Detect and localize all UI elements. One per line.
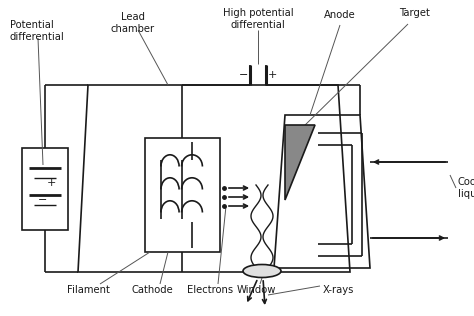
Text: Electrons: Electrons (187, 285, 233, 295)
Text: Lead
chamber: Lead chamber (111, 12, 155, 33)
Ellipse shape (243, 264, 281, 277)
Text: Target: Target (400, 8, 430, 18)
Text: Cooling
liquid: Cooling liquid (458, 177, 474, 199)
Text: Potential
differential: Potential differential (10, 20, 65, 42)
Text: High potential
differential: High potential differential (223, 8, 293, 30)
Bar (145, 138, 220, 252)
Text: Cathode: Cathode (131, 285, 173, 295)
Text: −: − (38, 195, 48, 205)
Text: Filament: Filament (66, 285, 109, 295)
Text: +: + (46, 178, 55, 188)
Bar (22, 148, 68, 230)
Polygon shape (285, 125, 315, 200)
Text: Anode: Anode (324, 10, 356, 20)
Text: Window: Window (237, 285, 276, 295)
Text: X-rays: X-rays (322, 285, 354, 295)
Text: −: − (239, 70, 249, 80)
Text: +: + (267, 70, 277, 80)
